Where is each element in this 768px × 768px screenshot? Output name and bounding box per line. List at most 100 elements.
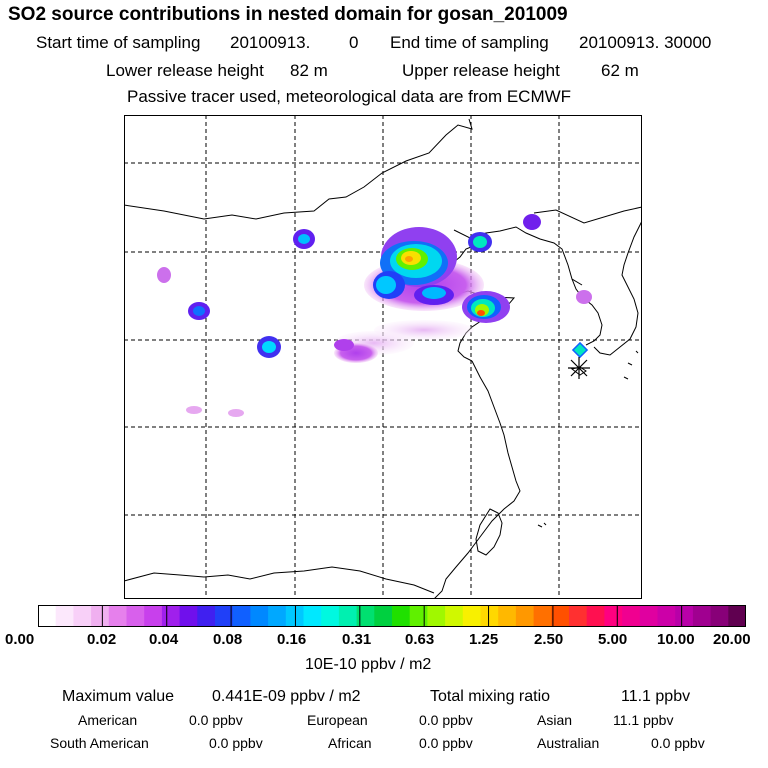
colorbar-cell bbox=[38, 605, 57, 627]
colorbar-cell bbox=[657, 605, 676, 627]
total-mixing-label: Total mixing ratio bbox=[430, 688, 551, 705]
plume-faint-sw bbox=[186, 406, 202, 414]
plume-faint-sw2 bbox=[228, 409, 244, 417]
so2-plumes bbox=[157, 214, 592, 417]
colorbar-cell bbox=[144, 605, 163, 627]
colorbar-cell bbox=[73, 605, 92, 627]
colorbar-cell bbox=[728, 605, 746, 627]
region-value: 0.0 ppbv bbox=[189, 712, 243, 728]
colorbar-cell bbox=[533, 605, 552, 627]
plume-west-dot-inner bbox=[193, 306, 205, 316]
islands bbox=[537, 350, 639, 528]
max-value: 0.441E-09 ppbv / m2 bbox=[212, 688, 361, 705]
plume-main-peak bbox=[405, 256, 413, 262]
max-value-label: Maximum value bbox=[62, 688, 175, 705]
colorbar-cell bbox=[569, 605, 588, 627]
plume-north-inner bbox=[298, 234, 310, 244]
plume-central-purple bbox=[334, 339, 354, 351]
colorbar-cell bbox=[639, 605, 658, 627]
colorbar-cells bbox=[38, 605, 746, 627]
region-name: African bbox=[328, 735, 372, 751]
colorbar-cell bbox=[409, 605, 428, 627]
colorbar-cell bbox=[55, 605, 74, 627]
colorbar-cell bbox=[374, 605, 393, 627]
colorbar-cell bbox=[108, 605, 127, 627]
colorbar-cell bbox=[622, 605, 641, 627]
colorbar-dividers bbox=[101, 605, 683, 627]
region-name: Asian bbox=[537, 712, 573, 728]
region-value: 0.0 ppbv bbox=[419, 735, 473, 751]
korea-west-coast bbox=[571, 278, 603, 346]
start-time-label: Start time of sampling bbox=[36, 33, 201, 52]
colorbar-cell bbox=[551, 605, 570, 627]
lower-release-value: 82 m bbox=[290, 61, 328, 80]
colorbar-cell bbox=[710, 605, 729, 627]
colorbar-cell bbox=[161, 605, 180, 627]
region-name: South American bbox=[50, 735, 149, 751]
region-value: 0.0 ppbv bbox=[419, 712, 473, 728]
region-name: American bbox=[78, 712, 138, 728]
lower-release-label: Lower release height bbox=[106, 61, 264, 80]
region-name: European bbox=[307, 712, 368, 728]
colorbar-cell bbox=[692, 605, 711, 627]
colorbar-cell bbox=[215, 605, 234, 627]
colorbar-frame bbox=[38, 605, 746, 627]
upper-release-value: 62 m bbox=[601, 61, 639, 80]
start-time-value: 20100913. bbox=[230, 33, 311, 52]
plume-west-cyan bbox=[376, 276, 396, 294]
colorbar-tick-label: 0.02 bbox=[87, 631, 117, 648]
plume-ne-inner bbox=[473, 236, 487, 248]
colorbar-cell bbox=[515, 605, 534, 627]
start-time-hour: 0 bbox=[349, 33, 359, 52]
korea-east-coast bbox=[593, 220, 643, 356]
border-north bbox=[123, 118, 473, 220]
south-border bbox=[123, 566, 435, 594]
colorbar-tick-label: 10.00 bbox=[657, 631, 695, 648]
map-frame bbox=[124, 115, 642, 599]
colorbar-cell bbox=[498, 605, 517, 627]
colorbar-tick-label: 2.50 bbox=[534, 631, 564, 648]
colorbar-cell bbox=[321, 605, 340, 627]
colorbar-cell bbox=[285, 605, 304, 627]
colorbar-cell bbox=[179, 605, 198, 627]
colorbar-cell bbox=[250, 605, 269, 627]
receptor-line bbox=[570, 359, 588, 377]
plume-korea-south bbox=[571, 341, 589, 359]
colorbar-cell bbox=[586, 605, 605, 627]
plume-sw-inner bbox=[262, 341, 276, 353]
colorbar-tick-label: 1.25 bbox=[469, 631, 499, 648]
plume-small-west bbox=[157, 267, 171, 283]
border-northeast bbox=[533, 206, 643, 224]
end-time-label: End time of sampling bbox=[390, 33, 549, 52]
east-coast bbox=[433, 360, 521, 600]
colorbar-cell bbox=[427, 605, 446, 627]
colorbar-cell bbox=[338, 605, 357, 627]
region-value: 0.0 ppbv bbox=[651, 735, 705, 751]
upper-release-label: Upper release height bbox=[402, 61, 560, 80]
end-time-value: 20100913. 30000 bbox=[579, 33, 712, 52]
colorbar-cell bbox=[126, 605, 145, 627]
colorbar-cell bbox=[445, 605, 464, 627]
colorbar-unit: 10E-10 ppbv / m2 bbox=[305, 656, 432, 673]
total-mixing-value: 11.1 ppbv bbox=[621, 688, 691, 705]
colorbar-cell bbox=[675, 605, 694, 627]
colorbar-cell bbox=[232, 605, 251, 627]
colorbar-cell bbox=[392, 605, 411, 627]
plume-far-ne bbox=[523, 214, 541, 230]
region-name: Australian bbox=[537, 735, 600, 751]
colorbar-tick-label: 5.00 bbox=[598, 631, 628, 648]
colorbar-cell bbox=[462, 605, 481, 627]
map-panel bbox=[123, 115, 643, 600]
colorbar-cell bbox=[303, 605, 322, 627]
colorbar-cell bbox=[91, 605, 110, 627]
colorbar-tick-label: 0.31 bbox=[342, 631, 372, 648]
colorbar bbox=[38, 605, 746, 627]
colorbar-tick-label: 0.04 bbox=[149, 631, 179, 648]
colorbar-cell bbox=[604, 605, 623, 627]
data-source-note: Passive tracer used, meteorological data… bbox=[127, 87, 572, 106]
colorbar-cell bbox=[480, 605, 499, 627]
colorbar-cell bbox=[356, 605, 375, 627]
region-value: 0.0 ppbv bbox=[209, 735, 263, 751]
colorbar-tick-label: 0.63 bbox=[405, 631, 435, 648]
taiwan bbox=[475, 508, 503, 556]
